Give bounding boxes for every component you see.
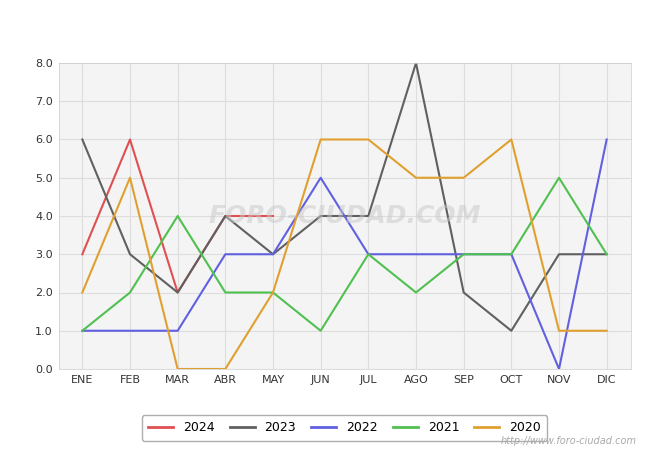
2022 <box>460 252 467 257</box>
2024 <box>222 213 229 219</box>
2021 <box>555 175 563 180</box>
2020 <box>317 137 324 142</box>
2021 <box>174 213 181 219</box>
2022 <box>79 328 86 333</box>
2021 <box>126 290 134 295</box>
2020 <box>174 366 181 372</box>
2023 <box>603 252 610 257</box>
2022 <box>174 328 181 333</box>
2022 <box>412 252 420 257</box>
2021 <box>412 290 420 295</box>
2022 <box>508 252 515 257</box>
2023 <box>174 290 181 295</box>
2022 <box>317 175 324 180</box>
Legend: 2024, 2023, 2022, 2021, 2020: 2024, 2023, 2022, 2021, 2020 <box>142 415 547 441</box>
2024 <box>79 252 86 257</box>
2023 <box>126 252 134 257</box>
2020 <box>222 366 229 372</box>
Text: http://www.foro-ciudad.com: http://www.foro-ciudad.com <box>501 436 637 446</box>
2022 <box>555 366 563 372</box>
2020 <box>460 175 467 180</box>
2021 <box>460 252 467 257</box>
2020 <box>79 290 86 295</box>
2023 <box>508 328 515 333</box>
2023 <box>269 252 277 257</box>
2022 <box>126 328 134 333</box>
Line: 2022: 2022 <box>83 140 606 369</box>
2024 <box>269 213 277 219</box>
2021 <box>508 252 515 257</box>
Text: FORO-CIUDAD.COM: FORO-CIUDAD.COM <box>208 204 481 228</box>
Line: 2021: 2021 <box>83 178 606 331</box>
Line: 2023: 2023 <box>83 63 606 331</box>
2021 <box>317 328 324 333</box>
2020 <box>412 175 420 180</box>
2023 <box>555 252 563 257</box>
Line: 2020: 2020 <box>83 140 606 369</box>
2020 <box>555 328 563 333</box>
2023 <box>365 213 372 219</box>
2023 <box>412 60 420 66</box>
2022 <box>365 252 372 257</box>
2020 <box>603 328 610 333</box>
Line: 2024: 2024 <box>83 140 273 292</box>
2023 <box>79 137 86 142</box>
2021 <box>365 252 372 257</box>
2022 <box>222 252 229 257</box>
2023 <box>222 213 229 219</box>
2020 <box>126 175 134 180</box>
2022 <box>603 137 610 142</box>
2022 <box>269 252 277 257</box>
2024 <box>174 290 181 295</box>
2020 <box>508 137 515 142</box>
2020 <box>365 137 372 142</box>
2021 <box>269 290 277 295</box>
2023 <box>317 213 324 219</box>
2024 <box>126 137 134 142</box>
2023 <box>460 290 467 295</box>
2021 <box>222 290 229 295</box>
Text: Matriculaciones de Vehiculos en Polinyà de Xúquer: Matriculaciones de Vehiculos en Polinyà … <box>114 14 536 33</box>
2020 <box>269 290 277 295</box>
2021 <box>79 328 86 333</box>
2021 <box>603 252 610 257</box>
